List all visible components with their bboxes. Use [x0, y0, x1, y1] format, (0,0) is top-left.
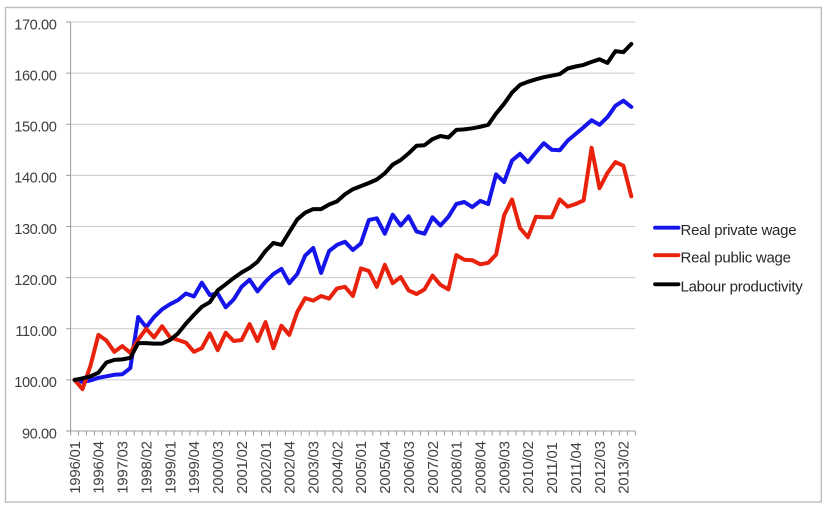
svg-text:2005/04: 2005/04 [377, 441, 394, 493]
svg-text:1999/04: 1999/04 [186, 441, 203, 493]
svg-text:130.00: 130.00 [14, 222, 57, 238]
svg-text:2005/01: 2005/01 [353, 441, 370, 493]
svg-text:100.00: 100.00 [14, 375, 57, 391]
svg-text:150.00: 150.00 [14, 120, 57, 136]
svg-text:2004/02: 2004/02 [329, 441, 346, 493]
svg-text:2012/03: 2012/03 [592, 441, 609, 493]
svg-text:110.00: 110.00 [15, 324, 56, 340]
svg-text:2003/03: 2003/03 [305, 441, 322, 493]
svg-text:2008/01: 2008/01 [449, 441, 466, 493]
svg-text:1997/03: 1997/03 [115, 441, 132, 493]
svg-text:1998/02: 1998/02 [138, 441, 155, 493]
svg-text:Labour productivity: Labour productivity [681, 279, 804, 296]
svg-text:2011/01: 2011/01 [544, 442, 561, 493]
svg-text:2010/02: 2010/02 [520, 441, 537, 493]
svg-text:2011/04: 2011/04 [568, 442, 585, 493]
svg-text:2006/03: 2006/03 [401, 441, 418, 493]
svg-text:1999/01: 1999/01 [162, 441, 179, 493]
svg-text:2002/04: 2002/04 [282, 441, 299, 493]
svg-text:2009/03: 2009/03 [496, 441, 513, 493]
svg-text:140.00: 140.00 [14, 171, 57, 187]
svg-text:160.00: 160.00 [14, 68, 57, 84]
svg-text:2008/04: 2008/04 [473, 441, 490, 493]
svg-text:120.00: 120.00 [14, 273, 57, 289]
svg-text:2000/03: 2000/03 [210, 441, 227, 493]
svg-text:170.00: 170.00 [14, 17, 57, 33]
svg-text:1996/01: 1996/01 [67, 441, 84, 493]
svg-text:Real public wage: Real public wage [681, 250, 791, 267]
svg-text:1996/04: 1996/04 [91, 441, 108, 493]
svg-text:2013/02: 2013/02 [616, 441, 633, 493]
svg-text:2002/01: 2002/01 [258, 441, 275, 493]
svg-text:2001/02: 2001/02 [234, 441, 251, 493]
svg-text:Real private wage: Real private wage [681, 222, 797, 239]
svg-text:2007/02: 2007/02 [425, 441, 442, 493]
svg-text:90.00: 90.00 [22, 426, 57, 442]
